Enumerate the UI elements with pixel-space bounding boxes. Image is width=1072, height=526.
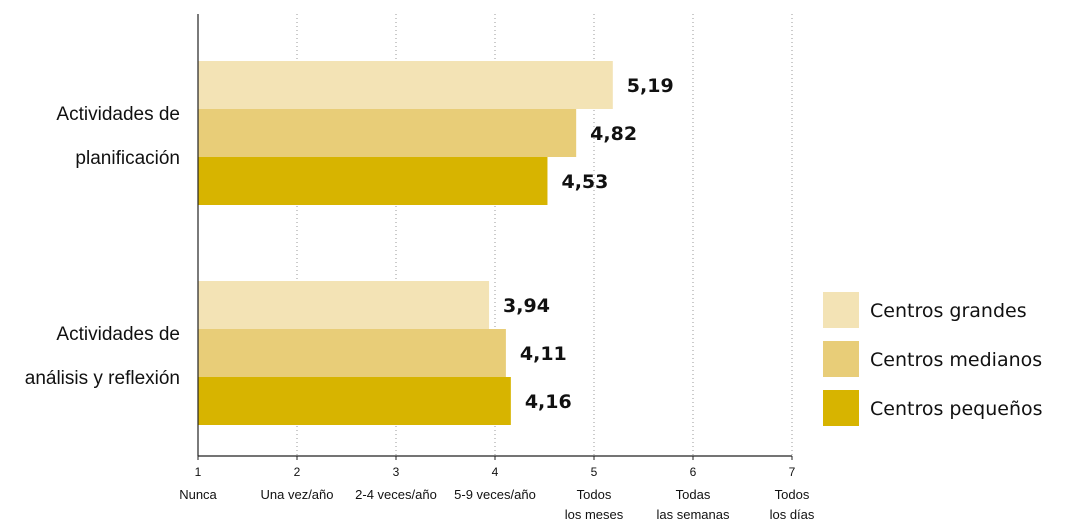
data-label: 4,82 bbox=[590, 123, 637, 145]
x-tick-label: los días bbox=[770, 507, 815, 522]
bar bbox=[198, 329, 506, 377]
x-tick-label: 5-9 veces/año bbox=[454, 487, 536, 502]
x-tick-number: 7 bbox=[789, 465, 796, 479]
x-tick-label: Todos bbox=[775, 487, 810, 502]
data-label: 4,53 bbox=[561, 171, 608, 193]
category-label: planificación bbox=[75, 148, 180, 169]
x-tick-label: Nunca bbox=[179, 487, 217, 502]
data-label: 4,11 bbox=[520, 343, 567, 365]
x-tick-label: Todas bbox=[676, 487, 711, 502]
data-label: 4,16 bbox=[525, 391, 572, 413]
x-tick-label: las semanas bbox=[657, 507, 730, 522]
bar bbox=[198, 377, 511, 425]
x-tick-number: 2 bbox=[294, 465, 301, 479]
x-tick-number: 3 bbox=[393, 465, 400, 479]
x-tick-label: Una vez/año bbox=[261, 487, 334, 502]
x-tick-number: 6 bbox=[690, 465, 697, 479]
bar bbox=[198, 109, 577, 157]
legend-label: Centros medianos bbox=[870, 349, 1042, 371]
x-tick-number: 5 bbox=[591, 465, 598, 479]
x-tick-number: 1 bbox=[195, 465, 202, 479]
bar bbox=[198, 281, 490, 329]
data-label: 5,19 bbox=[627, 75, 674, 97]
legend-swatch bbox=[823, 341, 859, 377]
x-tick-number: 4 bbox=[492, 465, 499, 479]
legend-swatch bbox=[823, 390, 859, 426]
category-label: Actividades de bbox=[56, 104, 180, 125]
data-label: 3,94 bbox=[503, 295, 550, 317]
x-tick-label: Todos bbox=[577, 487, 612, 502]
bar bbox=[198, 61, 613, 109]
legend-label: Centros grandes bbox=[870, 300, 1027, 322]
legend-label: Centros pequeños bbox=[870, 398, 1043, 420]
bar bbox=[198, 157, 548, 205]
category-label: Actividades de bbox=[56, 324, 180, 345]
x-tick-label: 2-4 veces/año bbox=[355, 487, 437, 502]
category-label: análisis y reflexión bbox=[25, 368, 180, 389]
x-tick-label: los meses bbox=[565, 507, 624, 522]
legend-swatch bbox=[823, 292, 859, 328]
